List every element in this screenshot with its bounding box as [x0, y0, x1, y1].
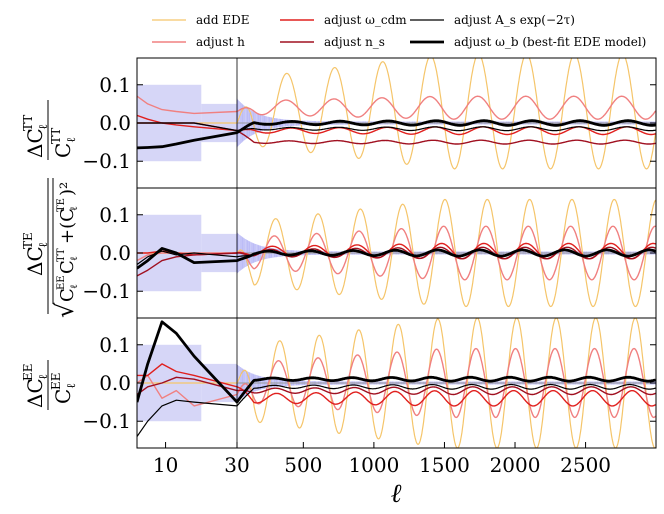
y-tick-label: −0.1 [82, 409, 131, 433]
panel-tt-plot-area [137, 58, 656, 170]
series-line-tt [137, 58, 656, 170]
y-axis-label-part: C [57, 260, 78, 274]
legend-label: add EDE [196, 13, 249, 27]
series-line-ee [137, 363, 656, 407]
panel-te-plot-area [137, 198, 656, 308]
y-axis-label-part: ℓ [36, 374, 50, 380]
x-tick-label: 1500 [419, 453, 470, 477]
series-line-ee [137, 376, 656, 396]
x-tick-label: 500 [284, 453, 322, 477]
y-axis-label-part: √ [51, 302, 79, 318]
series-line-tt [137, 95, 656, 120]
y-axis-label-part: ℓ [36, 124, 50, 130]
x-tick-label: 2000 [490, 453, 541, 477]
legend-label: adjust ω_cdm [324, 13, 407, 27]
series-line-tt [137, 122, 656, 132]
y-axis-label-part: ℓ [64, 383, 78, 389]
y-axis-label-part: ℓ [69, 256, 80, 261]
y-tick-label: 0.1 [99, 333, 131, 357]
y-axis-label-part: ℓ [69, 284, 80, 289]
legend-label: adjust h [196, 35, 245, 49]
y-axis-label-part: TE [56, 198, 67, 212]
y-axis-label-part: C [51, 143, 75, 158]
x-tick-label: 1000 [348, 453, 399, 477]
y-axis-label-part: TE [21, 232, 35, 249]
y-axis-label-part: EE [21, 363, 35, 381]
y-tick-label: −0.1 [82, 149, 131, 173]
y-axis-label-part: EE [56, 275, 67, 290]
y-tick-label: 0.1 [99, 73, 131, 97]
legend-label: adjust n_s [324, 35, 385, 49]
legend-label: adjust ω_b (best-fit EDE model) [454, 35, 646, 49]
y-axis-label-part: +(C [57, 208, 78, 244]
y-axis-label-part: ΔC [23, 128, 47, 158]
x-tick-label: 10 [153, 453, 178, 477]
series-line-te [137, 247, 656, 270]
series-line-ee [137, 383, 656, 437]
x-tick-label: 30 [224, 453, 249, 477]
x-tick-label: 2500 [560, 453, 611, 477]
y-axis-label-part: TT [49, 128, 63, 144]
panel-ee-plot-area [137, 318, 656, 448]
series-line-te [137, 198, 656, 308]
y-axis-label-part: C [57, 288, 78, 302]
series-line-ee [137, 320, 656, 404]
y-axis-label-part: ℓ [36, 242, 50, 248]
y-tick-label: 0.0 [99, 241, 131, 265]
y-axis-label-part: EE [49, 372, 63, 390]
legend-label: adjust A_s exp(−2τ) [454, 13, 575, 27]
series-line-te [137, 225, 656, 281]
y-axis-label-part: ΔC [23, 246, 47, 276]
series-line-tt [137, 119, 656, 150]
y-axis-label-part: TT [21, 115, 35, 131]
y-axis-label-part: ℓ [64, 137, 78, 143]
series-line-tt [137, 122, 656, 145]
y-axis-label-part: TT [56, 248, 67, 262]
y-axis-label-part: )² [57, 182, 78, 196]
y-tick-label: 0.0 [99, 371, 131, 395]
y-tick-label: −0.1 [82, 279, 131, 303]
y-tick-label: 0.0 [99, 111, 131, 135]
y-tick-label: 0.1 [99, 203, 131, 227]
y-axis-label-part: ΔC [23, 378, 47, 408]
y-axis-label-part: ℓ [69, 206, 80, 211]
y-axis-label-part: C [51, 389, 75, 404]
series-line-ee [137, 347, 656, 419]
x-axis-label: ℓ [391, 479, 402, 509]
